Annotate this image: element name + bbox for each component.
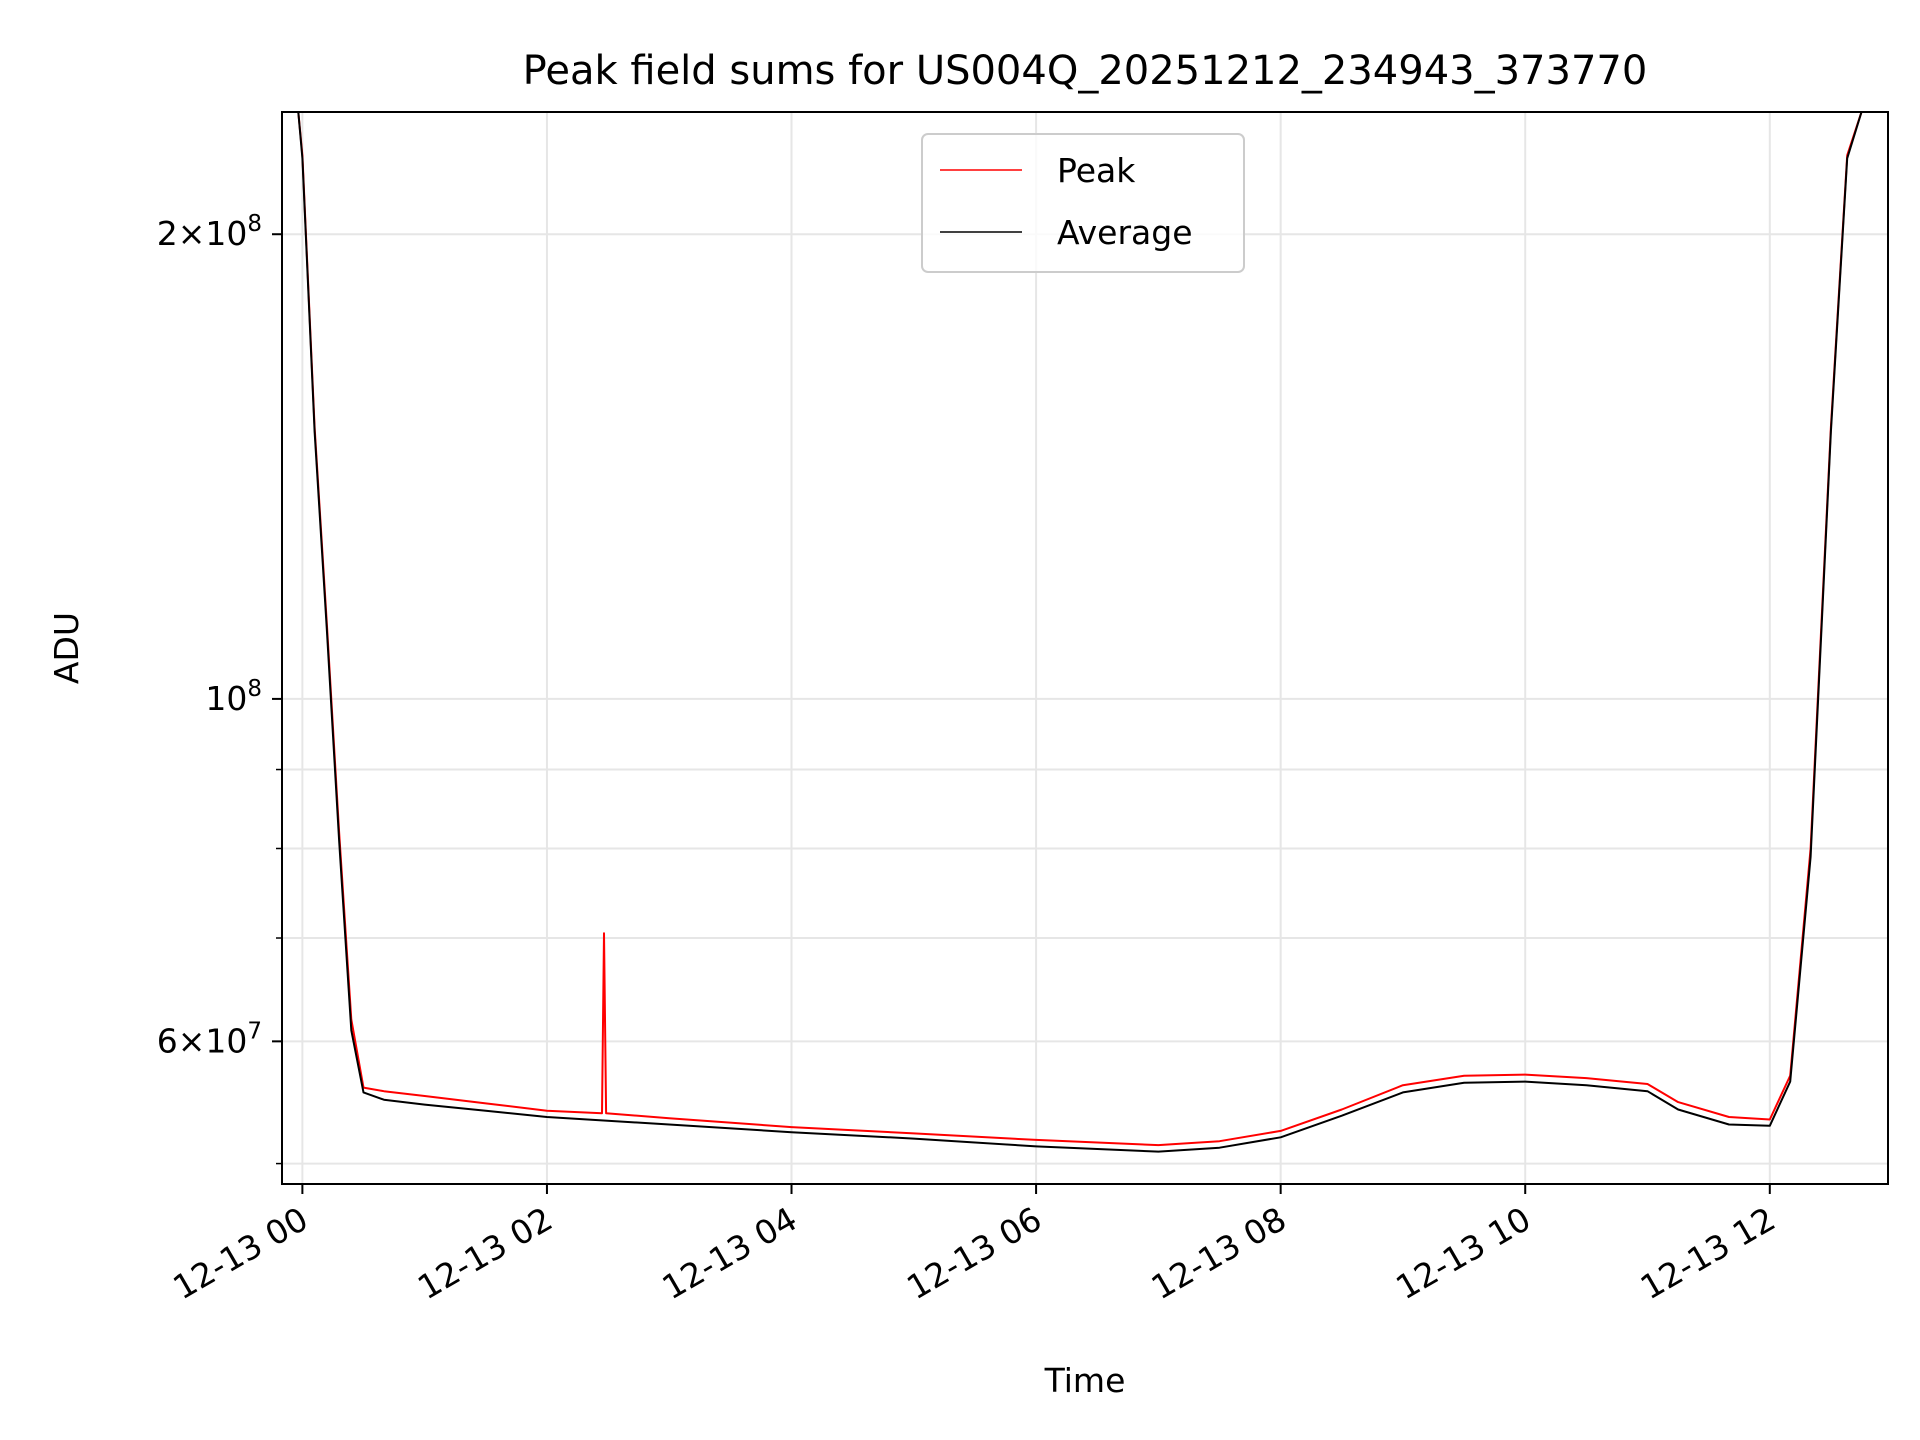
grid-lines [282, 112, 1888, 1184]
x-tick-label: 12-13 08 [1145, 1199, 1293, 1307]
y-tick-label: 108 [205, 676, 262, 718]
y-axis-label: ADU [47, 612, 86, 684]
legend-label-average: Average [1057, 213, 1193, 252]
x-tick-label: 12-13 06 [900, 1199, 1048, 1307]
x-tick-label: 12-13 12 [1634, 1199, 1782, 1307]
legend-box [921, 133, 1245, 273]
x-tick-label: 12-13 04 [656, 1199, 804, 1307]
x-axis-label: Time [1044, 1361, 1126, 1400]
series-lines [282, 111, 1888, 1153]
axes-frame [281, 111, 1889, 1185]
legend: Peak Average [921, 133, 1245, 273]
series-line-average [282, 111, 1888, 1153]
x-tick-label: 12-13 00 [166, 1199, 314, 1307]
y-tick-label: 6×107 [157, 1018, 262, 1060]
legend-label-peak: Peak [1057, 151, 1136, 190]
x-tick-label: 12-13 10 [1389, 1199, 1537, 1307]
chart-title: Peak field sums for US004Q_20251212_2349… [523, 48, 1648, 94]
x-tick-label: 12-13 02 [411, 1199, 559, 1307]
y-tick-label: 2×108 [157, 211, 262, 253]
